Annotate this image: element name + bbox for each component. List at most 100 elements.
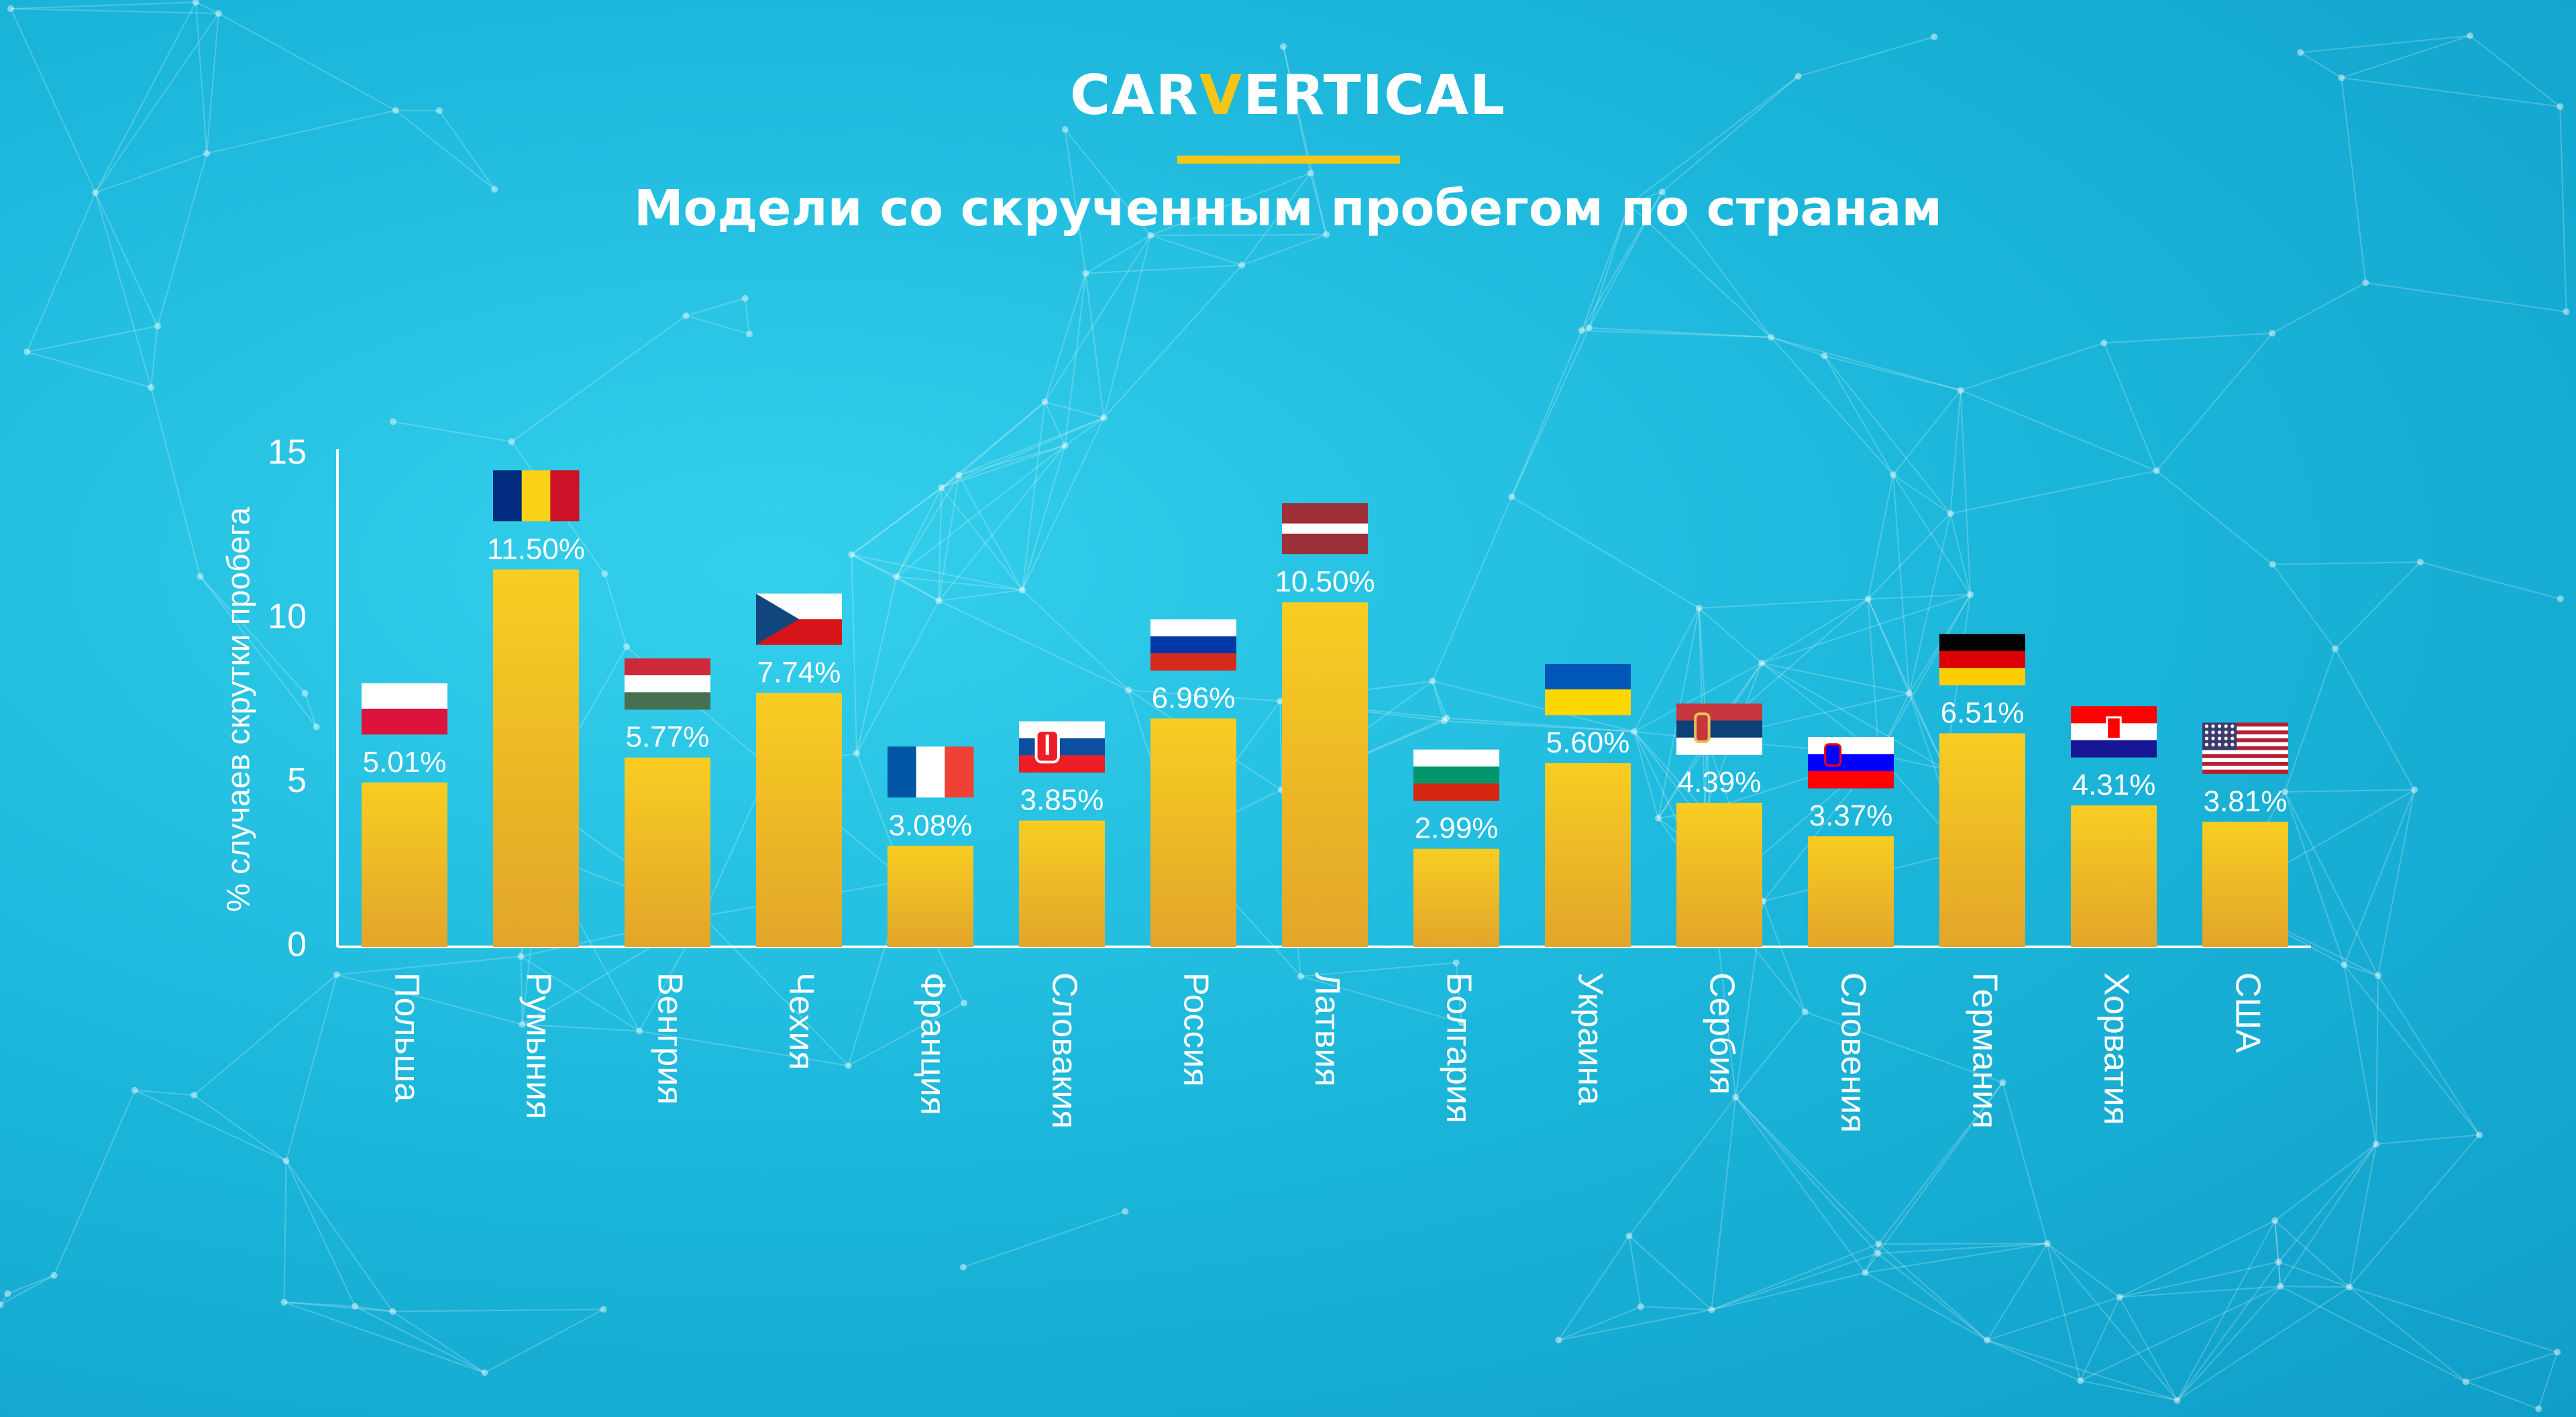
network-node [131,1086,139,1094]
network-line [2274,1220,2282,1287]
network-line [1867,598,1910,694]
network-node [2535,1405,2542,1412]
network-line [2280,1286,2350,1288]
network-node [2411,786,2418,793]
network-line [1867,474,1894,600]
network-node [1147,231,1155,239]
network-line [2420,561,2561,600]
network-line [193,974,337,1096]
network-line [2341,76,2561,107]
network-line [938,589,1023,602]
flag-croatia-icon [2071,706,2157,758]
network-node [313,724,320,731]
network-line [896,475,960,577]
network-line [1455,962,1462,1023]
network-line [1580,204,1630,331]
network-line [1085,235,1151,274]
network-line [150,387,201,577]
network-line [2279,1286,2467,1383]
network-line [2272,561,2420,565]
network-line [1022,402,1046,591]
network-line [941,445,1065,489]
bar-value-label: 5.60% [1546,726,1630,759]
network-line [1432,680,1635,732]
network-line [1950,470,2157,514]
network-line [2343,964,2377,1145]
network-node [746,331,753,338]
network-line [1949,513,1972,595]
network-line [1309,172,1328,235]
network-line [1628,204,1772,338]
network-line [686,315,750,335]
network-node [2100,339,2108,347]
network-line [2334,561,2421,650]
network-line [896,445,1066,577]
network-node [191,1092,198,1099]
network-line [1444,718,1448,722]
network-node [2374,972,2381,979]
network-node [2043,1240,2051,1247]
network-line [10,8,97,193]
network-line [1661,76,1799,192]
network-line [1588,204,1630,329]
network-node [1999,1079,2006,1086]
network-node [1984,1337,1991,1344]
network-line [285,1160,356,1307]
network-node [1695,604,1703,612]
network-line [1279,701,1283,790]
network-line [304,693,317,728]
network-node [517,953,525,960]
network-line [2559,106,2567,312]
bar-value-label: 5.77% [626,721,710,754]
flag-latvia-icon [1282,503,1368,555]
network-line [2341,35,2471,78]
network-line [896,576,940,602]
bar-value-label: 4.39% [1678,766,1762,799]
flag-hungary-icon [625,658,710,710]
network-line [851,554,897,577]
network-line [851,555,858,754]
network-line [2375,975,2379,1145]
network-line [1588,191,1663,329]
network-node [600,1306,607,1313]
network-line [1878,594,1972,756]
network-line [392,420,512,443]
network-line [2080,1286,2281,1381]
network-node [519,1021,526,1028]
network-line [1864,1272,1988,1341]
network-line [2377,789,2416,976]
network-node [333,971,341,978]
network-line [218,13,396,111]
network-line [2341,77,2367,283]
network-line [1103,235,1152,418]
x-tick-label: Франция [913,972,952,1115]
network-line [1432,681,1448,719]
network-line [2118,1296,2178,1401]
network-line [941,487,1023,591]
network-line [1241,172,1311,266]
network-node [148,384,155,391]
network-line [1735,1096,1879,1254]
network-line [2349,1134,2480,1288]
network-line [1128,689,1281,702]
x-tick-label: Россия [1176,972,1215,1087]
network-line [2271,282,2366,334]
network-node [1630,728,1638,735]
network-node [893,573,900,580]
network-line [2277,1143,2377,1263]
network-line [193,1094,287,1161]
network-node [2153,467,2160,475]
network-line [1878,1243,2047,1245]
bar [888,846,973,947]
network-line [195,2,208,154]
network-node [1967,591,1974,598]
network-node [601,570,608,577]
network-line [1300,962,1456,977]
network-line [1770,337,1962,391]
network-line [1868,513,1951,600]
network-node [2362,279,2369,286]
y-tick-label: 5 [287,761,307,800]
network-line [1581,329,1772,338]
network-line [7,1274,54,1295]
network-node [938,484,945,492]
